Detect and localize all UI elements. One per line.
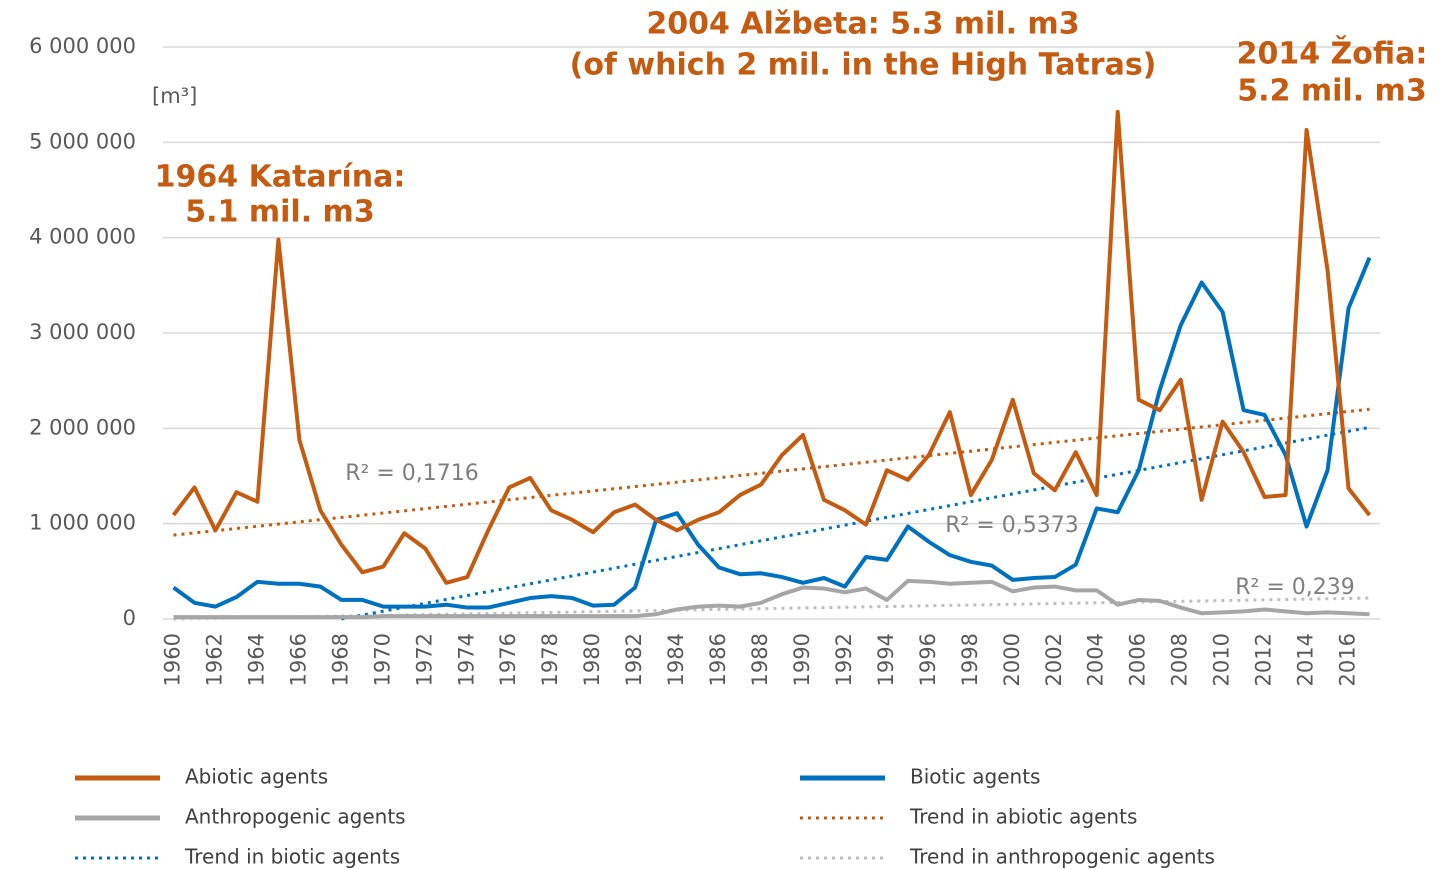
x-tick-label: 2010 — [1210, 633, 1234, 686]
x-tick-label: 1982 — [622, 633, 646, 686]
y-tick-label: 3 000 000 — [29, 320, 136, 344]
x-tick-label: 1992 — [832, 633, 856, 686]
x-tick-label: 2008 — [1168, 633, 1192, 686]
legend-label: Biotic agents — [910, 765, 1040, 789]
y-tick-label: 0 — [123, 606, 136, 630]
x-tick-label: 1960 — [160, 633, 184, 686]
x-tick-label: 1998 — [958, 633, 982, 686]
annotation: 5.2 mil. m3 — [1237, 74, 1426, 109]
x-tick-label: 1968 — [328, 633, 352, 686]
x-tick-label: 1978 — [538, 633, 562, 686]
trend-line — [341, 425, 1370, 621]
annotation: (of which 2 mil. in the High Tatras) — [570, 48, 1157, 83]
annotation: 2014 Žofia: — [1237, 36, 1428, 72]
y-tick-label: 1 000 000 — [29, 511, 136, 535]
x-tick-label: 1976 — [496, 633, 520, 686]
x-tick-label: 1962 — [202, 633, 226, 686]
x-tick-label: 2012 — [1252, 633, 1276, 686]
legend-label: Abiotic agents — [185, 765, 328, 789]
r-squared-label: R² = 0,239 — [1235, 575, 1355, 600]
x-tick-label: 1970 — [370, 633, 394, 686]
legend-label: Trend in abiotic agents — [909, 805, 1137, 829]
x-tick-label: 1990 — [790, 633, 814, 686]
r-squared-label: R² = 0,5373 — [945, 513, 1079, 538]
x-tick-label: 2006 — [1126, 633, 1150, 686]
y-tick-label: 6 000 000 — [29, 34, 136, 58]
series-line — [172, 256, 1372, 610]
legend-label: Anthropogenic agents — [185, 805, 406, 829]
legend-label: Trend in biotic agents — [184, 845, 400, 869]
x-tick-label: 2004 — [1084, 633, 1108, 686]
x-tick-label: 1964 — [244, 633, 268, 686]
x-tick-label: 1994 — [874, 633, 898, 686]
y-tick-label: 2 000 000 — [29, 415, 136, 439]
annotation: 1964 Katarína: — [155, 160, 406, 195]
legend-label: Trend in anthropogenic agents — [909, 845, 1215, 869]
y-tick-label: 5 000 000 — [29, 129, 136, 153]
x-tick-label: 1980 — [580, 633, 604, 686]
y-tick-label: 4 000 000 — [29, 225, 136, 249]
r-squared-label: R² = 0,1716 — [345, 461, 479, 486]
annotation: 5.1 mil. m3 — [185, 195, 374, 230]
annotation: 2004 Alžbeta: 5.3 mil. m3 — [646, 7, 1079, 42]
x-tick-label: 1974 — [454, 633, 478, 686]
x-tick-label: 1972 — [412, 633, 436, 686]
series-line — [171, 109, 1372, 585]
unit-label: [m³] — [152, 84, 197, 108]
x-tick-label: 2014 — [1294, 633, 1318, 686]
series-line — [173, 578, 1370, 620]
x-tick-label: 1996 — [916, 633, 940, 686]
x-tick-label: 1986 — [706, 633, 730, 686]
x-tick-label: 2000 — [1000, 633, 1024, 686]
x-tick-label: 2016 — [1336, 633, 1360, 686]
x-tick-label: 1966 — [286, 633, 310, 686]
x-tick-label: 1988 — [748, 633, 772, 686]
x-tick-label: 2002 — [1042, 633, 1066, 686]
x-tick-label: 1984 — [664, 633, 688, 686]
